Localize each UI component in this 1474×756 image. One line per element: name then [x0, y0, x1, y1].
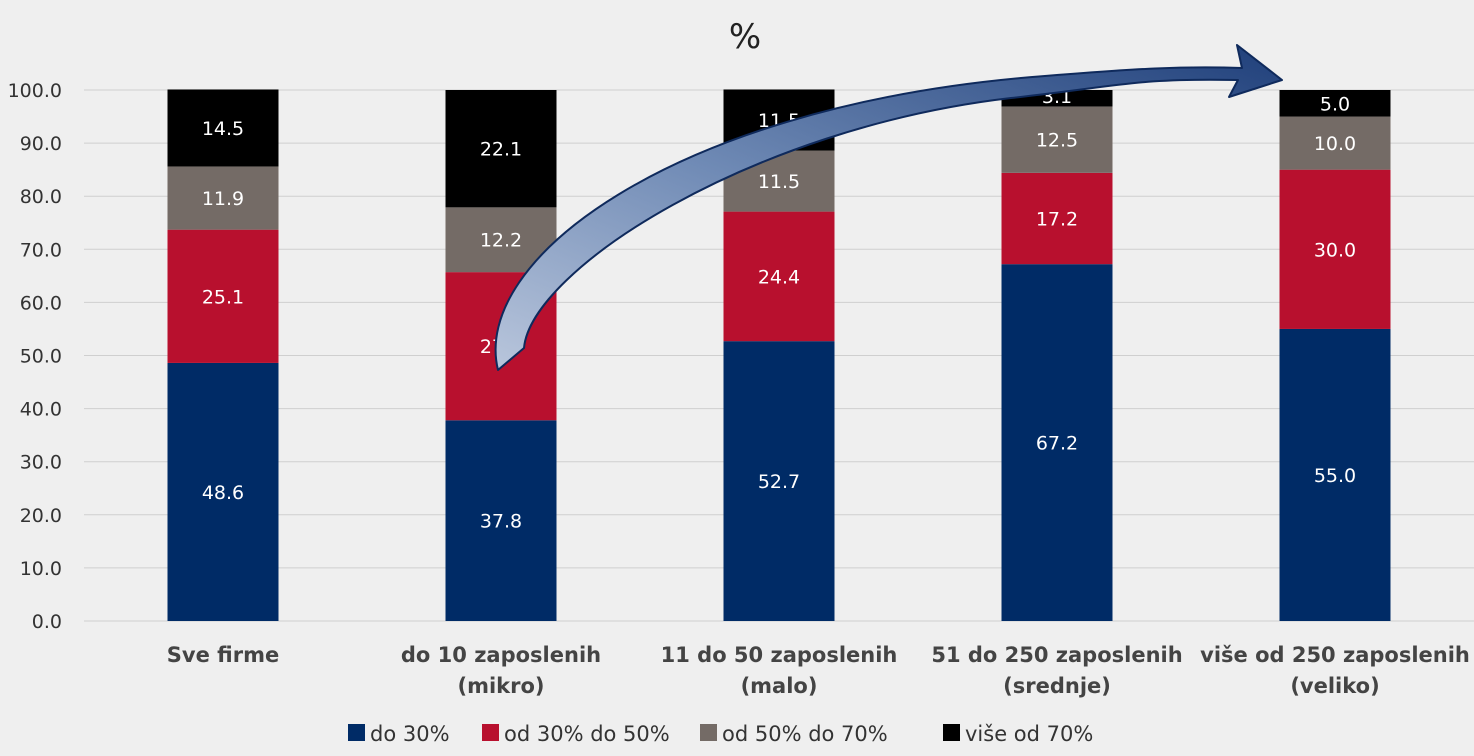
data-label: 25.1: [202, 286, 244, 308]
bar-segment: [723, 341, 835, 621]
data-label: 14.5: [202, 118, 244, 140]
data-label: 17.2: [1036, 209, 1078, 231]
y-tick-label: 70.0: [20, 239, 62, 261]
y-axis: 0.0 10.0 20.0 30.0 40.0 50.0 60.0 70.0 80.0 90.0 1…: [8, 80, 62, 633]
bar-segment: [1279, 169, 1391, 329]
bars: [167, 89, 1391, 621]
y-tick-label: 60.0: [20, 292, 62, 314]
bar-segment: [1001, 106, 1113, 173]
legend-swatch: [348, 724, 365, 741]
x-tick-label: do 10 zaposlenih: [401, 643, 601, 667]
data-label: 30.0: [1314, 239, 1356, 261]
x-tick-label: 51 do 250 zaposlenih: [931, 643, 1182, 667]
annotation-arrow: [494, 44, 1283, 371]
bar-segment: [1279, 116, 1391, 170]
chart-title: %: [729, 17, 761, 57]
x-tick-label: više od 250 zaposlenih: [1200, 643, 1470, 667]
y-tick-label: 10.0: [20, 558, 62, 580]
x-tick-label: (srednje): [1003, 674, 1111, 698]
data-label: 5.0: [1320, 93, 1350, 115]
bar-segment: [445, 420, 557, 621]
legend-label: više od 70%: [965, 722, 1093, 746]
data-label: 48.6: [202, 482, 244, 504]
y-tick-label: 20.0: [20, 505, 62, 527]
data-labels: 48.625.111.914.537.827.912.222.152.724.4…: [202, 86, 1356, 533]
data-label: 12.2: [480, 230, 522, 252]
curved-arrow: [494, 44, 1283, 371]
data-label: 11.5: [758, 171, 800, 193]
y-tick-label: 80.0: [20, 186, 62, 208]
data-label: 37.8: [480, 511, 522, 533]
bar-segment: [1001, 264, 1113, 621]
legend: do 30% od 30% do 50% od 50% do 70% više od …: [348, 722, 1093, 746]
y-tick-label: 0.0: [32, 611, 62, 633]
bar-segment: [723, 211, 835, 342]
legend-swatch: [482, 724, 499, 741]
x-tick-label: Sve firme: [167, 643, 279, 667]
bar-segment: [167, 362, 279, 621]
data-label: 55.0: [1314, 465, 1356, 487]
x-axis: Sve firme do 10 zaposlenih (mikro) 11 do 50…: [167, 643, 1470, 698]
bar-segment: [167, 229, 279, 363]
y-tick-label: 100.0: [8, 80, 62, 102]
legend-label: od 30% do 50%: [504, 722, 670, 746]
legend-swatch: [943, 724, 960, 741]
y-tick-label: 90.0: [20, 133, 62, 155]
data-label: 67.2: [1036, 433, 1078, 455]
data-label: 52.7: [758, 471, 800, 493]
bar-segment: [1001, 172, 1113, 265]
y-tick-label: 50.0: [20, 346, 62, 368]
legend-label: od 50% do 70%: [722, 722, 888, 746]
x-tick-label: 11 do 50 zaposlenih: [661, 643, 898, 667]
bar-segment: [167, 89, 279, 167]
data-label: 11.9: [202, 188, 244, 210]
x-tick-label: (mikro): [457, 674, 544, 698]
legend-label: do 30%: [370, 722, 450, 746]
y-tick-label: 30.0: [20, 452, 62, 474]
data-label: 22.1: [480, 139, 522, 161]
x-tick-label: (malo): [741, 674, 818, 698]
bar-segment: [167, 166, 279, 230]
bar-segment: [445, 90, 557, 208]
data-label: 12.5: [1036, 130, 1078, 152]
bar-segment: [1279, 90, 1391, 117]
x-tick-label: (veliko): [1290, 674, 1379, 698]
bar-segment: [1279, 328, 1391, 621]
y-tick-label: 40.0: [20, 399, 62, 421]
legend-swatch: [700, 724, 717, 741]
data-label: 10.0: [1314, 133, 1356, 155]
data-label: 24.4: [758, 266, 800, 288]
